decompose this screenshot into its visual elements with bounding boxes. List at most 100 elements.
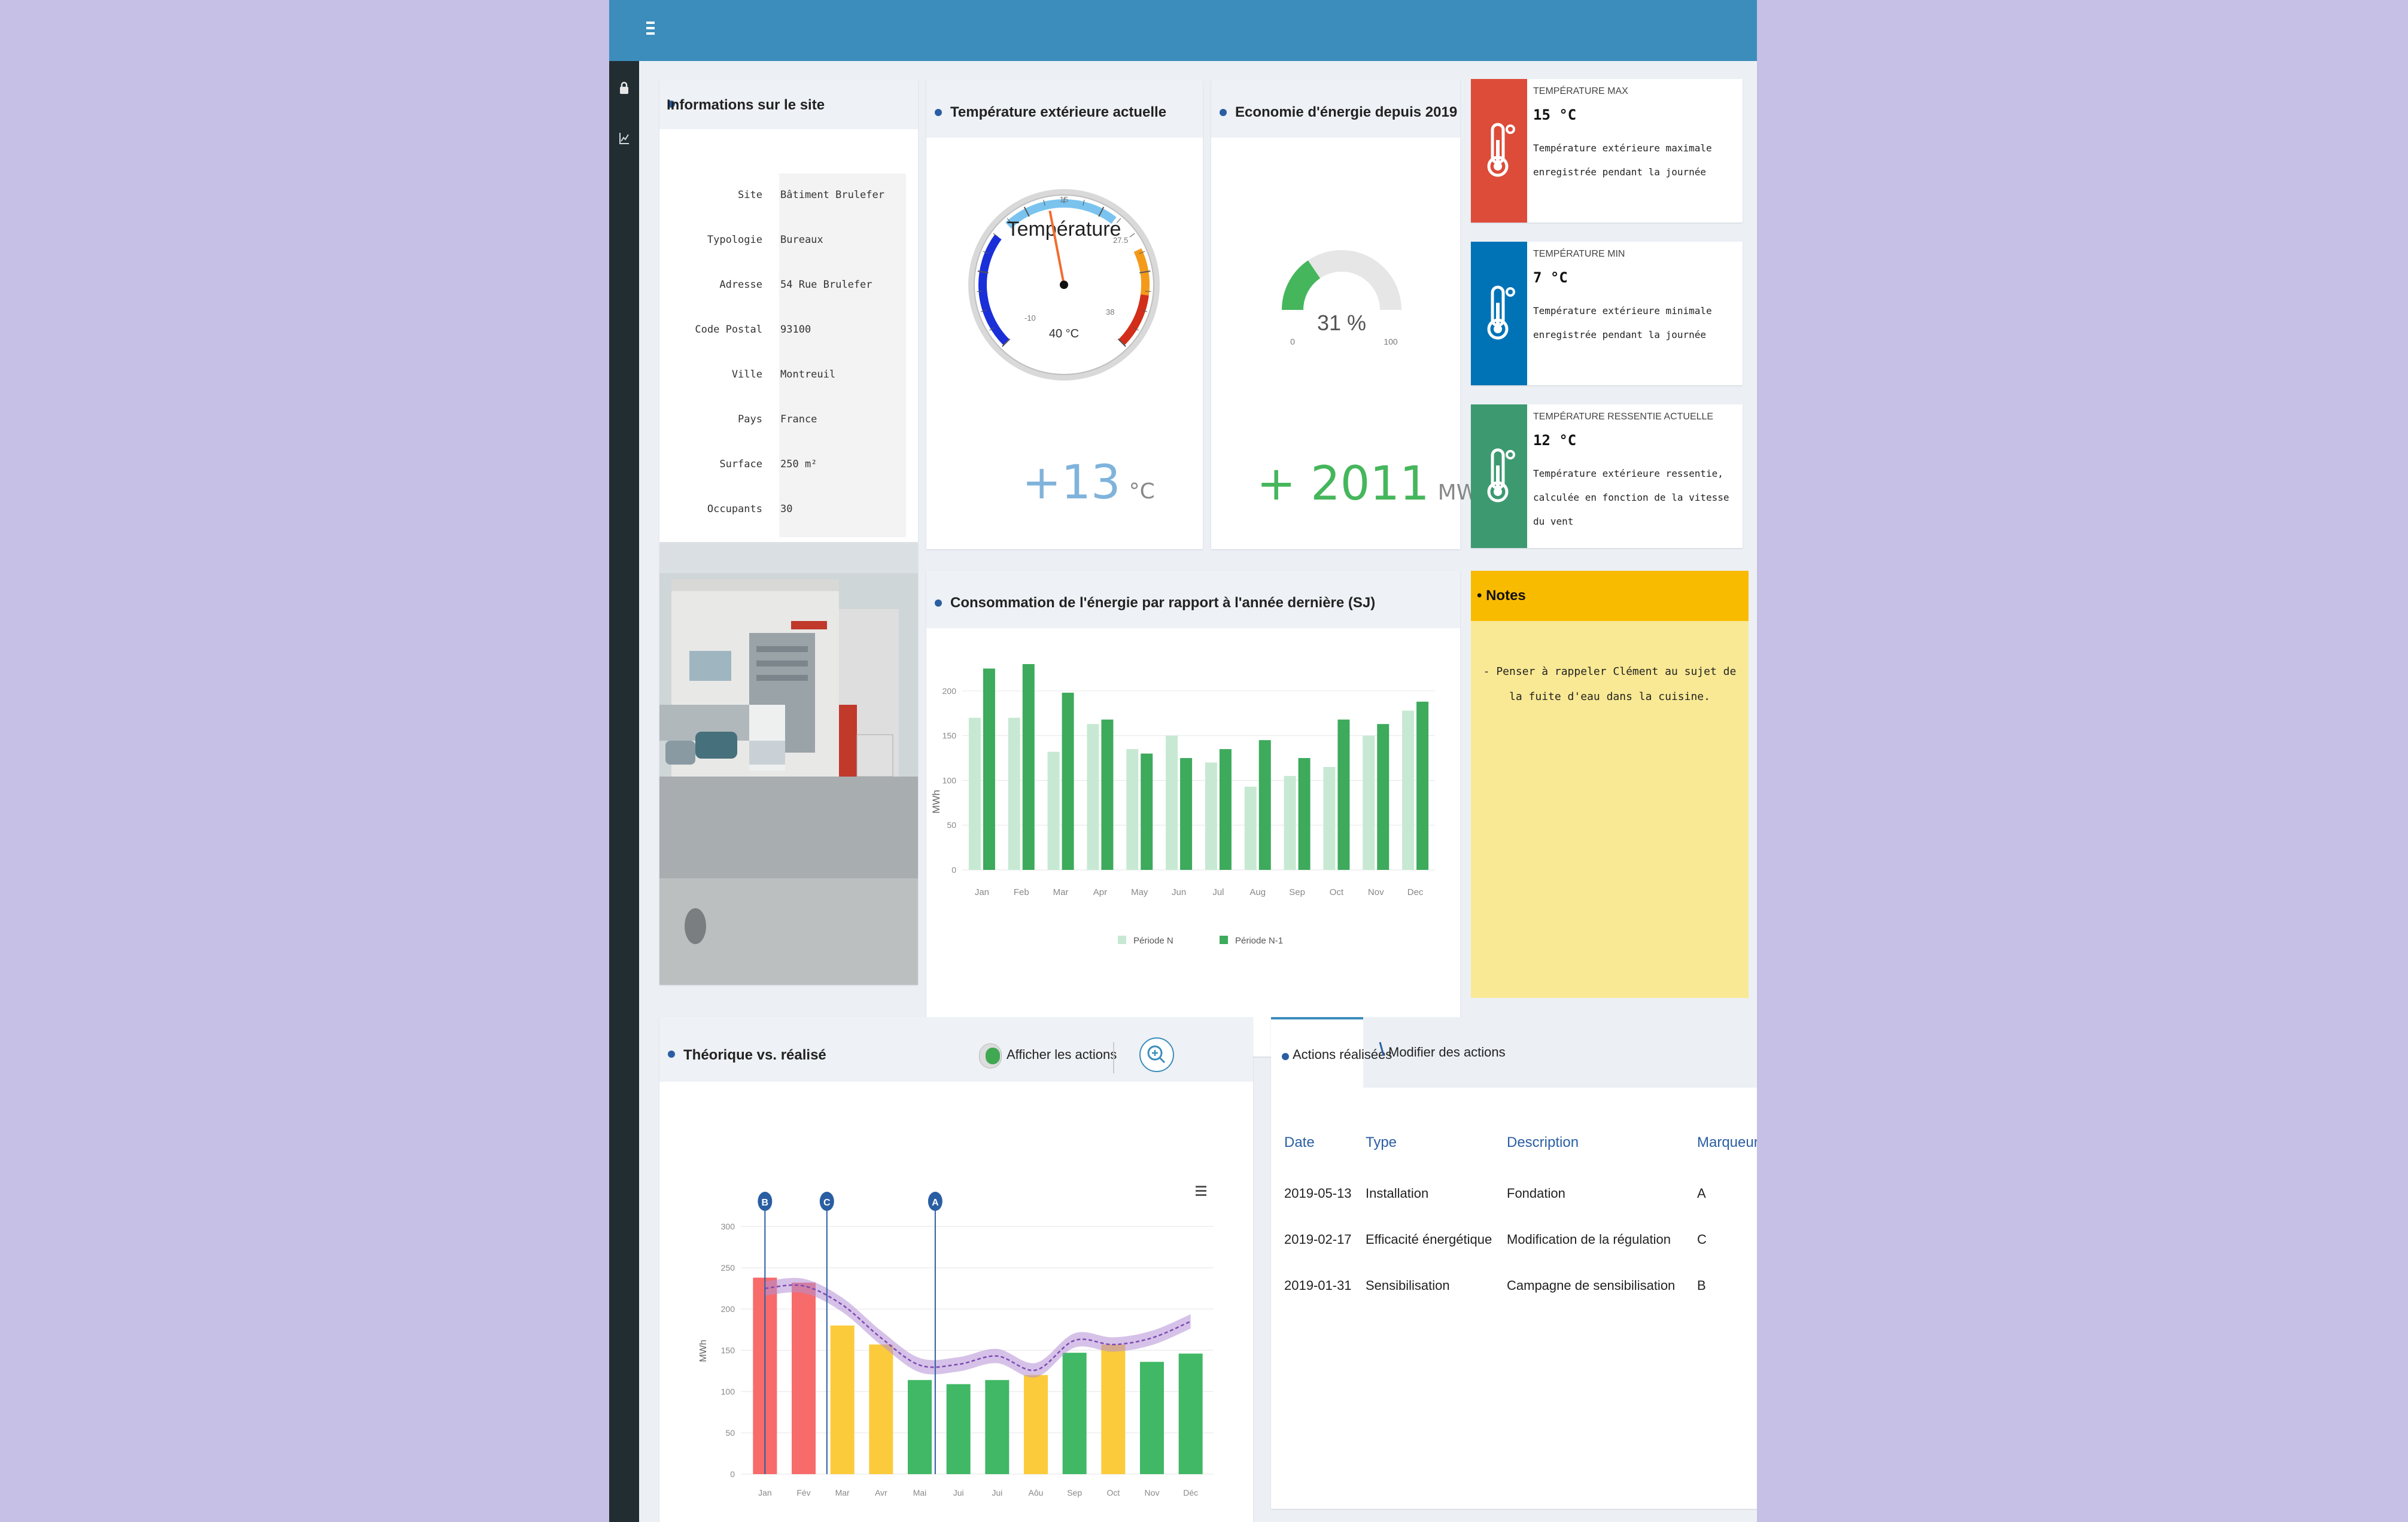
economy-header: Economie d'énergie depuis 2019 [1211, 80, 1460, 138]
x-tick-label: Jan [975, 887, 989, 897]
bullet-icon [1282, 1053, 1289, 1060]
x-tick-label: Sep [1067, 1488, 1082, 1497]
bar-realise[interactable] [1178, 1353, 1203, 1474]
bar-periode-n[interactable] [1008, 717, 1020, 870]
y-tick-label: 100 [942, 775, 957, 785]
lock-icon[interactable] [619, 81, 630, 95]
bar-periode-n[interactable] [968, 717, 981, 870]
table-header[interactable]: Marqueur [1697, 1134, 1757, 1150]
y-tick-label: 150 [942, 731, 957, 741]
table-header[interactable]: Type [1366, 1134, 1397, 1150]
stat-box: TEMPÉRATURE MIN 7 °C Température extérieur… [1471, 242, 1743, 385]
bar-realise[interactable] [946, 1384, 971, 1474]
bar-periode-n-1[interactable] [1141, 753, 1153, 870]
table-cell: 2019-05-13 [1284, 1186, 1352, 1201]
x-tick-label: Jan [758, 1488, 772, 1497]
action-marker[interactable] [928, 1192, 942, 1211]
table-header[interactable]: Description [1507, 1134, 1579, 1150]
site-info-label: Adresse [719, 279, 762, 291]
bar-periode-n[interactable] [1166, 735, 1178, 870]
site-info-value: Montreuil [780, 369, 836, 380]
notes-text[interactable]: - Penser à rappeler Clément au sujet de … [1483, 665, 1737, 703]
notes-box: • Notes - Penser à rappeler Clément au s… [1471, 571, 1749, 998]
y-tick-label: 0 [730, 1469, 735, 1479]
stat-caption: TEMPÉRATURE MAX [1533, 86, 1628, 96]
sidebar [609, 61, 639, 1522]
bar-periode-n-1[interactable] [1022, 664, 1035, 870]
action-marker[interactable] [819, 1192, 834, 1211]
bar-periode-n[interactable] [1363, 735, 1375, 870]
bar-periode-n[interactable] [1284, 775, 1296, 870]
bar-realise[interactable] [830, 1325, 855, 1474]
table-cell: Efficacité énergétique [1366, 1232, 1492, 1247]
line-chart-icon[interactable] [619, 132, 630, 145]
chart-menu-icon[interactable] [1196, 1186, 1206, 1196]
y-tick-label: 250 [721, 1263, 735, 1273]
bar-periode-n[interactable] [1205, 762, 1217, 870]
bar-periode-n-1[interactable] [1258, 740, 1271, 870]
legend-label[interactable]: Période N-1 [1235, 936, 1283, 946]
temperature-value: +13 °C [1022, 456, 1155, 510]
confidence-band [765, 1277, 1191, 1378]
bullet-icon [935, 599, 942, 607]
gauge-tick [1043, 199, 1045, 206]
x-tick-label: Aôu [1029, 1488, 1044, 1497]
bar-periode-n-1[interactable] [1416, 701, 1429, 870]
y-tick-label: 200 [942, 686, 957, 696]
tab-actions-realisees[interactable]: Actions réalisées [1271, 1017, 1392, 1090]
action-marker[interactable] [758, 1192, 773, 1211]
bar-periode-n-1[interactable] [1062, 692, 1074, 870]
gauge-tick [983, 251, 989, 254]
table-header[interactable]: Date [1284, 1134, 1315, 1150]
bar-periode-n[interactable] [1244, 786, 1257, 870]
economy-title: Economie d'énergie depuis 2019 [1235, 104, 1458, 120]
bar-realise[interactable] [1062, 1353, 1087, 1474]
bar-periode-n-1[interactable] [1180, 758, 1193, 870]
bar-periode-n[interactable] [1047, 751, 1060, 870]
tab-modifier-actions[interactable]: Modifier des actions [1375, 1017, 1506, 1088]
site-info-row: Code Postal 93100 [659, 308, 907, 354]
bar-realise[interactable] [908, 1380, 932, 1474]
content-area: Informations sur le site Site Bâtiment Br… [639, 61, 1757, 1522]
gauge-max-label: 100 [1384, 337, 1398, 346]
bar-periode-n-1[interactable] [1219, 749, 1232, 870]
bar-periode-n-1[interactable] [1377, 724, 1390, 870]
gauge-pivot [1060, 281, 1068, 289]
x-tick-label: Aug [1249, 887, 1266, 897]
y-tick-label: 150 [721, 1346, 735, 1355]
gauge-tick [1145, 291, 1151, 292]
stat-box: TEMPÉRATURE RESSENTIE ACTUELLE 12 °C Tempé… [1471, 404, 1743, 548]
bar-realise[interactable] [792, 1282, 816, 1474]
bar-periode-n-1[interactable] [1337, 719, 1350, 870]
legend-swatch [1118, 936, 1126, 944]
bar-realise[interactable] [1140, 1362, 1164, 1474]
bar-periode-n[interactable] [1323, 767, 1336, 870]
thermometer-icon [1471, 242, 1527, 385]
bar-realise[interactable] [869, 1344, 893, 1474]
site-info-row: Site Bâtiment Brulefer [659, 173, 907, 219]
gauge-tick [1139, 251, 1145, 254]
bar-periode-n-1[interactable] [1101, 719, 1114, 870]
gauge-tick [1139, 270, 1151, 273]
bar-periode-n[interactable] [1402, 710, 1415, 870]
menu-toggle-icon[interactable] [646, 22, 656, 38]
bar-periode-n[interactable] [1126, 749, 1139, 870]
zoom-button[interactable] [1139, 1037, 1174, 1072]
bar-periode-n-1[interactable] [983, 668, 995, 870]
consumption-chart: 0 50 100 150 200 Jan Feb Mar Apr May Jun Jul Aug Sep O… [931, 664, 1435, 946]
gauge-tick [1117, 338, 1126, 347]
economy-percent: 31 % [1317, 311, 1366, 335]
bar-realise[interactable] [1101, 1344, 1126, 1474]
bullet-icon [668, 1051, 675, 1058]
pencil-icon [1379, 1042, 1385, 1056]
bar-realise[interactable] [985, 1380, 1010, 1474]
show-actions-toggle[interactable] [979, 1043, 1002, 1069]
bar-periode-n-1[interactable] [1298, 758, 1311, 870]
consumption-header: Consommation de l'énergie par rapport à … [926, 571, 1460, 628]
table-cell: Installation [1366, 1186, 1429, 1201]
bar-realise[interactable] [1024, 1375, 1048, 1474]
y-tick-label: 200 [721, 1304, 735, 1314]
legend-label[interactable]: Période N [1133, 936, 1173, 946]
bullet-icon [1220, 109, 1227, 116]
bar-periode-n[interactable] [1087, 724, 1099, 870]
